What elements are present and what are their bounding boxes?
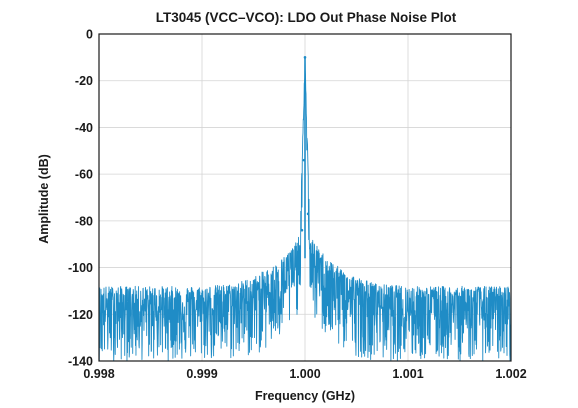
tick-labels: 0.998 0.999 1.000 1.001 1.002 0 -20 -40 -60 -80 -1… [68, 28, 527, 382]
marker-point-3 [300, 228, 304, 232]
marker-point-1 [302, 158, 306, 162]
y-tick-label-2: -40 [75, 121, 93, 135]
y-tick-label-1: -20 [75, 74, 93, 88]
plot-frame [98, 33, 512, 362]
x-tick-label-2: 1.000 [289, 367, 320, 381]
y-tick-label-7: -140 [68, 355, 93, 369]
y-tick-label-6: -120 [68, 308, 93, 322]
y-tick-label-4: -80 [75, 214, 93, 228]
y-tick-label-0: 0 [86, 28, 93, 42]
x-tick-label-0: 0.998 [83, 367, 114, 381]
chart-title: LT3045 (VCC–VCO): LDO Out Phase Noise Pl… [156, 10, 457, 25]
y-tick-label-5: -100 [68, 261, 93, 275]
y-tick-label-3: -60 [75, 168, 93, 182]
x-tick-label-1: 0.999 [186, 367, 217, 381]
x-tick-label-3: 1.001 [392, 367, 423, 381]
x-axis-label: Frequency (GHz) [255, 389, 355, 403]
data-series [98, 56, 512, 362]
marker-point-0 [303, 56, 307, 59]
marker-point-2 [306, 212, 310, 216]
y-axis-label: Amplitude (dB) [37, 154, 51, 244]
x-tick-label-4: 1.002 [495, 367, 526, 381]
